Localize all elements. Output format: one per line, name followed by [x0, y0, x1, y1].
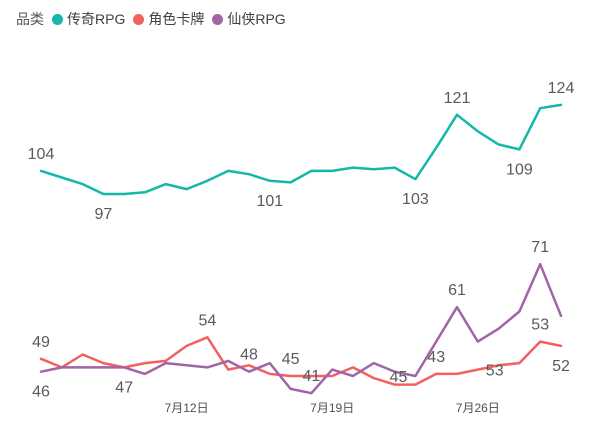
series-line-juese[interactable] — [39, 336, 563, 386]
legend-item-juese[interactable]: 角色卡牌 — [133, 9, 204, 29]
data-label-xianxia-20: 61 — [448, 282, 466, 299]
data-label-chuanqi-20: 121 — [444, 90, 471, 107]
x-tick-label-0: 7月12日 — [165, 401, 209, 415]
data-label-xianxia-18: 45 — [390, 369, 408, 386]
data-label-juese-21: 53 — [486, 363, 504, 380]
data-label-chuanqi-25: 124 — [548, 80, 575, 97]
x-tick-label-2: 7月26日 — [456, 401, 500, 415]
legend-item-chuanqi[interactable]: 传奇RPG — [52, 9, 125, 29]
legend-label-xianxia: 仙侠RPG — [227, 11, 286, 27]
data-label-chuanqi-23: 109 — [506, 161, 533, 178]
data-label-xianxia-0: 46 — [32, 384, 50, 401]
data-label-chuanqi-18: 103 — [402, 191, 429, 208]
data-label-xianxia-10: 48 — [240, 347, 258, 364]
x-tick-label-1: 7月19日 — [310, 401, 354, 415]
legend-label-juese: 角色卡牌 — [148, 11, 205, 27]
legend-dot-juese — [133, 13, 145, 25]
series-line-xianxia[interactable] — [39, 262, 563, 395]
data-label-xianxia-24: 71 — [531, 239, 549, 256]
legend: 品类 传奇RPG 角色卡牌 仙侠RPG — [16, 7, 294, 31]
data-label-chuanqi-3: 97 — [95, 206, 113, 223]
data-label-xianxia-13: 41 — [303, 368, 321, 385]
legend-item-xianxia[interactable]: 仙侠RPG — [212, 9, 286, 29]
data-label-juese-24: 53 — [531, 317, 549, 334]
series-line-chuanqi[interactable] — [39, 103, 563, 196]
data-label-juese-25: 52 — [552, 358, 570, 375]
legend-title: 品类 — [16, 11, 44, 27]
data-label-chuanqi-11: 101 — [256, 193, 283, 210]
legend-dot-chuanqi — [52, 13, 63, 25]
legend-label-chuanqi: 传奇RPG — [67, 11, 126, 27]
data-label-juese-12: 45 — [282, 351, 300, 368]
data-label-xianxia-4: 47 — [115, 379, 133, 396]
data-label-juese-19: 43 — [427, 349, 445, 366]
data-label-juese-8: 54 — [199, 312, 217, 329]
data-label-chuanqi-0: 104 — [28, 146, 55, 163]
legend-dot-xianxia — [212, 13, 224, 25]
data-label-juese-0: 49 — [32, 334, 50, 351]
